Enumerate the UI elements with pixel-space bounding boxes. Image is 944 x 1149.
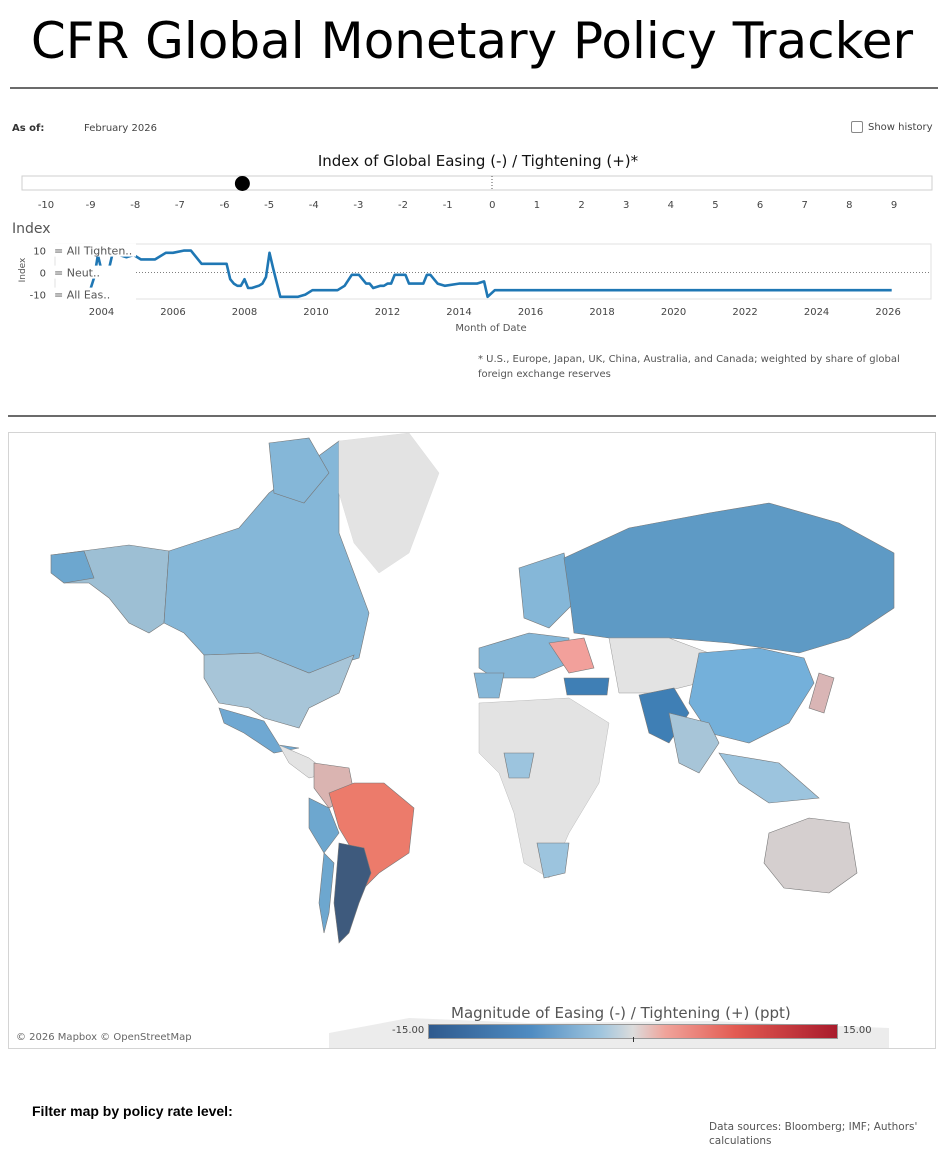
map-region-ukraine[interactable]: [548, 637, 595, 674]
x-tick-label: 2014: [446, 307, 471, 318]
map-region-brazil[interactable]: [328, 782, 415, 889]
y-axis-title: Index: [18, 257, 28, 282]
gauge-tick-label: 7: [802, 200, 808, 211]
gauge-tick-label: 4: [668, 200, 674, 211]
gauge-tick-label: 5: [712, 200, 718, 211]
map-region-africa[interactable]: [478, 697, 610, 879]
map-region-india[interactable]: [668, 712, 720, 774]
x-tick-label: 2012: [375, 307, 400, 318]
index-series-line: [89, 249, 892, 299]
map-region-canada[interactable]: [163, 440, 370, 674]
gauge-tick-label: -4: [309, 200, 319, 211]
x-tick-label: 2024: [804, 307, 829, 318]
x-tick-label: 2004: [89, 307, 114, 318]
gauge-tick-label: 9: [891, 200, 897, 211]
x-tick-label: 2006: [160, 307, 185, 318]
map-region-argentina[interactable]: [333, 842, 372, 944]
y-tick-label: -10: [30, 291, 46, 302]
map-region-europe[interactable]: [478, 632, 570, 679]
map-region-alaska-west[interactable]: [50, 550, 95, 584]
map-region-china[interactable]: [688, 647, 815, 744]
show-history-checkbox[interactable]: [851, 121, 863, 133]
footnote: * U.S., Europe, Japan, UK, China, Austra…: [478, 354, 900, 380]
gauge-tick-label: -3: [353, 200, 363, 211]
gauge-tick-label: -5: [264, 200, 274, 211]
index-chart-title: Index: [12, 221, 51, 237]
gauge-tick-label: -1: [443, 200, 453, 211]
y-tick-label: 10: [33, 247, 46, 258]
map-region-australia[interactable]: [763, 817, 858, 894]
y-band-label: = Neut..: [54, 267, 100, 280]
map-region-south-africa[interactable]: [536, 842, 570, 879]
legend-zero-tick: [633, 1037, 634, 1042]
x-axis-title: Month of Date: [455, 323, 526, 334]
map-region-usa[interactable]: [203, 652, 355, 729]
x-tick-label: 2026: [875, 307, 900, 318]
gauge-tick-label: 1: [534, 200, 540, 211]
gauge-tick-label: 8: [846, 200, 852, 211]
page-title: CFR Global Monetary Policy Tracker: [30, 12, 914, 70]
x-tick-label: 2020: [661, 307, 686, 318]
map-canvas[interactable]: [9, 433, 936, 1049]
map-region-turkey[interactable]: [563, 677, 610, 696]
middle-divider: [8, 415, 936, 417]
data-sources: Data sources: Bloomberg; IMF; Authors' c…: [709, 1121, 918, 1147]
map-region-nigeria[interactable]: [503, 752, 535, 779]
map-region-chile[interactable]: [318, 852, 335, 934]
map-region-arctic-islands[interactable]: [268, 437, 330, 504]
gauge-tick-label: -7: [175, 200, 185, 211]
map-region-greenland[interactable]: [338, 433, 440, 574]
gauge-tick-label: 0: [489, 200, 495, 211]
legend-title: Magnitude of Easing (-) / Tightening (+)…: [451, 1004, 791, 1022]
map-region-iberia[interactable]: [473, 672, 505, 699]
y-band-label: = All Tighten..: [54, 245, 132, 258]
easing-gauge: -10 -9 -8 -7 -6 -5 -4 -3 -2 -1 0 1 2 3 4 5 6 7 8 9: [21, 175, 933, 211]
show-history-label: Show history: [868, 121, 933, 133]
index-line-chart: Index Month of Date 10 0 -10 2004 2006 2008 20…: [18, 243, 932, 334]
world-map[interactable]: © 2026 Mapbox © OpenStreetMap: [8, 432, 936, 1049]
as-of-value: February 2026: [84, 123, 157, 134]
map-region-scandinavia[interactable]: [518, 552, 575, 629]
filter-label: Filter map by policy rate level:: [32, 1103, 233, 1119]
gauge-tick-label: 3: [623, 200, 629, 211]
show-history-toggle[interactable]: Show history: [851, 121, 933, 133]
band-label-bg: [52, 243, 136, 257]
band-label-bg: [52, 287, 136, 301]
x-tick-label: 2010: [303, 307, 328, 318]
x-tick-label: 2016: [518, 307, 543, 318]
gauge-tick-label: -8: [130, 200, 140, 211]
map-attribution[interactable]: © 2026 Mapbox © OpenStreetMap: [16, 1032, 192, 1043]
gauge-tick-label: 6: [757, 200, 763, 211]
x-tick-label: 2008: [232, 307, 257, 318]
gauge-marker: [234, 176, 250, 191]
gauge-title: Index of Global Easing (-) / Tightening …: [317, 152, 639, 170]
map-region-peru[interactable]: [308, 797, 340, 854]
as-of-label: As of:: [12, 123, 45, 134]
band-label-bg: [52, 265, 136, 279]
gauge-tick-label: 2: [578, 200, 584, 211]
map-region-russia[interactable]: [563, 502, 895, 654]
gauge-track: [21, 175, 933, 191]
legend-max-value: 15.00: [843, 1025, 872, 1036]
top-divider: [10, 87, 938, 89]
gauge-tick-label: -9: [86, 200, 96, 211]
gauge-tick-label: -2: [398, 200, 408, 211]
gauge-tick-label: -6: [220, 200, 230, 211]
y-tick-label: 0: [40, 269, 46, 280]
map-region-japan[interactable]: [808, 672, 835, 714]
map-region-southeast-asia[interactable]: [718, 752, 820, 804]
legend-min-value: -15.00: [392, 1025, 425, 1036]
x-tick-label: 2022: [732, 307, 757, 318]
y-band-label: = All Eas..: [54, 289, 110, 302]
gauge-tick-label: -10: [38, 200, 54, 211]
x-tick-label: 2018: [589, 307, 614, 318]
